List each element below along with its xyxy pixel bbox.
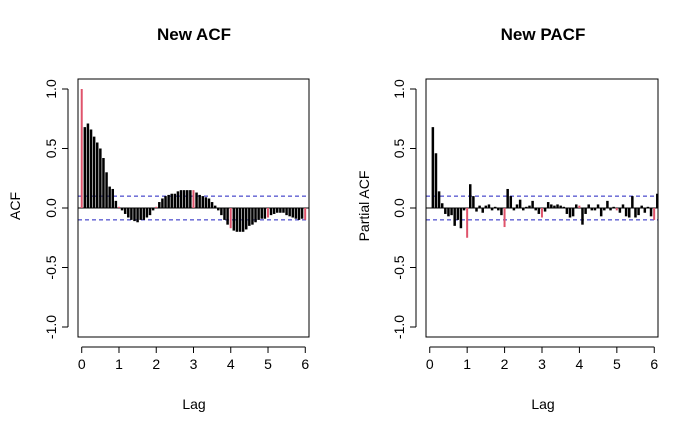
acf-y-tick-label: 0.5 bbox=[43, 139, 59, 159]
pacf-x-tick-label: 2 bbox=[501, 356, 509, 372]
pacf-y-tick-label: 0.0 bbox=[391, 198, 407, 218]
acf-chart-title: New ACF bbox=[157, 25, 231, 44]
acf-x-tick-label: 3 bbox=[190, 356, 198, 372]
pacf-y-tick-label: 1.0 bbox=[391, 79, 407, 99]
pacf-plot-frame bbox=[425, 78, 659, 338]
pacf-y-tick-label: -0.5 bbox=[391, 255, 407, 279]
pacf-y-tick-label: 0.5 bbox=[391, 139, 407, 159]
acf-x-tick-label: 6 bbox=[301, 356, 309, 372]
pacf-y-axis-label: Partial ACF bbox=[356, 171, 372, 242]
pacf-x-tick-label: 4 bbox=[576, 356, 584, 372]
pacf-x-tick-label: 5 bbox=[613, 356, 621, 372]
acf-y-tick-label: 1.0 bbox=[43, 79, 59, 99]
pacf-x-tick-label: 6 bbox=[650, 356, 658, 372]
pacf-x-tick-label: 0 bbox=[426, 356, 434, 372]
acf-plot-frame bbox=[77, 78, 310, 338]
pacf-x-tick-label: 3 bbox=[538, 356, 546, 372]
pacf-x-tick-label: 1 bbox=[463, 356, 471, 372]
pacf-x-axis-label: Lag bbox=[531, 396, 554, 412]
pacf-panel: New PACF Lag Partial ACF 0 1 2 3 4 5 6 -1.0 -0.5… bbox=[356, 25, 659, 412]
acf-x-tick-label: 5 bbox=[264, 356, 272, 372]
acf-x-tick-label: 0 bbox=[78, 356, 86, 372]
acf-x-tick-label: 2 bbox=[152, 356, 160, 372]
acf-y-tick-label: 0.0 bbox=[43, 198, 59, 218]
acf-y-tick-label: -1.0 bbox=[43, 315, 59, 339]
pacf-chart-title: New PACF bbox=[501, 25, 586, 44]
acf-x-tick-label: 4 bbox=[227, 356, 235, 372]
acf-panel: New ACF Lag ACF 0 1 2 3 4 5 6 -1.0 -0.5 0.0 0.5 1.0 bbox=[7, 25, 310, 412]
acf-x-tick-label: 1 bbox=[115, 356, 123, 372]
pacf-y-tick-label: -1.0 bbox=[391, 315, 407, 339]
acf-y-tick-label: -0.5 bbox=[43, 255, 59, 279]
acf-x-axis-label: Lag bbox=[182, 396, 205, 412]
acf-y-axis-label: ACF bbox=[7, 192, 23, 220]
